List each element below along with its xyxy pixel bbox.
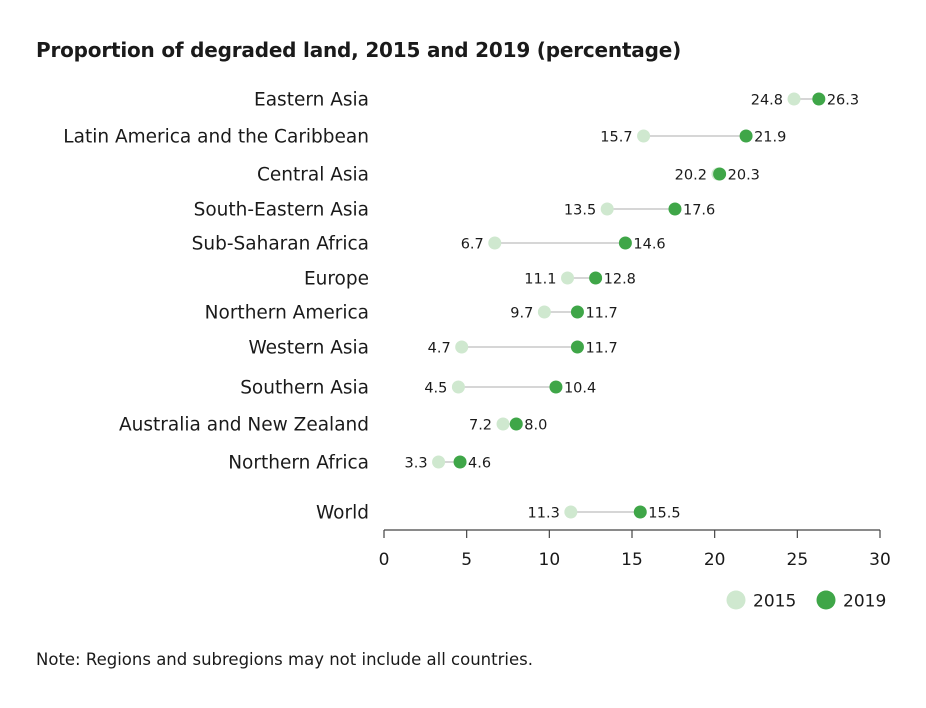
data-label-2019: 15.5 <box>648 506 680 522</box>
point-2019 <box>509 417 523 431</box>
x-tick-label: 5 <box>461 550 472 570</box>
data-label-2019: 10.4 <box>564 381 596 397</box>
category-label: Central Asia <box>257 165 369 186</box>
footnote: Note: Regions and subregions may not inc… <box>36 650 533 669</box>
data-label-2015: 3.3 <box>404 456 427 472</box>
x-tick-label: 10 <box>539 550 561 570</box>
x-tick-label: 0 <box>379 550 390 570</box>
data-label-2019: 21.9 <box>754 130 786 146</box>
point-2015 <box>637 129 651 143</box>
data-row: World 11.3 15.5 <box>316 503 681 524</box>
data-label-2019: 17.6 <box>683 203 715 219</box>
data-label-2015: 15.7 <box>600 130 632 146</box>
chart-rows: Eastern Asia 24.8 26.3 Latin America and th… <box>63 90 859 524</box>
point-2015 <box>600 202 614 216</box>
data-label-2015: 11.3 <box>528 506 560 522</box>
data-label-2019: 8.0 <box>524 418 547 434</box>
data-label-2019: 11.7 <box>585 341 617 357</box>
data-row: Southern Asia 4.5 10.4 <box>240 378 596 399</box>
data-label-2015: 11.1 <box>524 272 556 288</box>
legend: 2015 2019 <box>726 590 886 612</box>
point-2015 <box>432 455 446 469</box>
point-2019 <box>453 455 467 469</box>
legend-item-2015: 2015 <box>726 590 796 612</box>
x-axis: 0 5 10 15 20 25 30 <box>379 529 891 570</box>
legend-marker <box>816 590 836 610</box>
data-label-2019: 12.8 <box>604 272 636 288</box>
x-tick-label: 30 <box>869 550 891 570</box>
point-2019 <box>570 340 584 354</box>
data-row: South-Eastern Asia 13.5 17.6 <box>194 200 716 221</box>
data-label-2015: 20.2 <box>675 168 707 184</box>
point-2019 <box>589 271 603 285</box>
category-label: Europe <box>304 269 369 290</box>
point-2019 <box>633 505 647 519</box>
category-label: Australia and New Zealand <box>119 415 369 436</box>
data-label-2015: 4.7 <box>428 341 451 357</box>
data-row: Europe 11.1 12.8 <box>304 269 636 290</box>
point-2019 <box>739 129 753 143</box>
category-label: Sub-Saharan Africa <box>192 234 369 255</box>
point-2015 <box>564 505 578 519</box>
point-2019 <box>812 92 826 106</box>
data-label-2015: 13.5 <box>564 203 596 219</box>
category-label: South-Eastern Asia <box>194 200 369 221</box>
data-label-2015: 6.7 <box>461 237 484 253</box>
point-2019 <box>618 236 632 250</box>
point-2019 <box>668 202 682 216</box>
legend-label: 2019 <box>843 592 886 612</box>
point-2015 <box>488 236 502 250</box>
point-2019 <box>549 380 563 394</box>
data-label-2019: 14.6 <box>633 237 665 253</box>
x-tick-label: 15 <box>621 550 643 570</box>
data-label-2019: 4.6 <box>468 456 491 472</box>
data-label-2019: 26.3 <box>827 93 859 109</box>
data-row: Eastern Asia 24.8 26.3 <box>254 90 859 111</box>
category-label: Southern Asia <box>240 378 369 399</box>
x-tick-label: 25 <box>787 550 809 570</box>
legend-label: 2015 <box>753 592 796 612</box>
data-label-2015: 4.5 <box>424 381 447 397</box>
category-label: Western Asia <box>248 338 369 359</box>
category-label: Northern Africa <box>228 453 369 474</box>
x-tick-label: 20 <box>704 550 726 570</box>
point-2015 <box>455 340 469 354</box>
data-row: Northern Africa 3.3 4.6 <box>228 453 491 474</box>
category-label: Latin America and the Caribbean <box>63 127 369 148</box>
data-label-2019: 20.3 <box>728 168 760 184</box>
data-row: Latin America and the Caribbean 15.7 21.9 <box>63 127 786 148</box>
point-2015 <box>537 305 551 319</box>
data-label-2015: 9.7 <box>510 306 533 322</box>
legend-marker <box>726 590 746 610</box>
point-2015 <box>451 380 465 394</box>
category-label: Eastern Asia <box>254 90 369 111</box>
legend-item-2019: 2019 <box>816 590 886 612</box>
data-label-2015: 24.8 <box>751 93 783 109</box>
point-2015 <box>496 417 510 431</box>
point-2019 <box>570 305 584 319</box>
data-row: Sub-Saharan Africa 6.7 14.6 <box>192 234 666 255</box>
data-label-2019: 11.7 <box>585 306 617 322</box>
data-row: Northern America 9.7 11.7 <box>205 303 618 324</box>
data-row: Western Asia 4.7 11.7 <box>248 338 617 359</box>
point-2019 <box>713 167 727 181</box>
data-row: Australia and New Zealand 7.2 8.0 <box>119 415 547 436</box>
point-2015 <box>561 271 575 285</box>
category-label: World <box>316 503 369 524</box>
data-label-2015: 7.2 <box>469 418 492 434</box>
data-row: Central Asia 20.2 20.3 <box>257 165 760 186</box>
chart-title: Proportion of degraded land, 2015 and 20… <box>36 38 682 62</box>
point-2015 <box>787 92 801 106</box>
category-label: Northern America <box>205 303 369 324</box>
